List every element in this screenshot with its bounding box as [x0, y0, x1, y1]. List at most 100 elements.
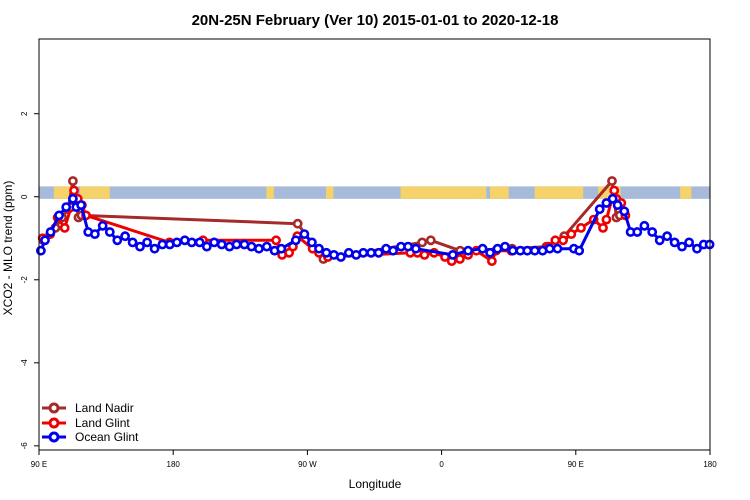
land-band-segment: [478, 186, 487, 199]
series-layer: [36, 176, 715, 266]
data-point-ocean-glint: [253, 243, 264, 254]
legend-marker-ocean-glint: [48, 431, 60, 443]
data-point-ocean-glint: [684, 237, 694, 248]
data-point-ocean-glint: [403, 241, 413, 252]
legend-label-ocean-glint: Ocean Glint: [75, 430, 139, 444]
data-point-ocean-glint: [544, 243, 555, 254]
data-point-land-nadir: [607, 176, 617, 186]
legend-item-ocean-glint: Ocean Glint: [42, 430, 139, 444]
legend: Land Nadir Land Glint Ocean Glint: [42, 401, 139, 444]
data-point-ocean-glint: [410, 243, 421, 254]
land-band-segment: [326, 186, 334, 199]
data-point-ocean-glint: [321, 247, 332, 258]
data-point-ocean-glint: [447, 249, 458, 260]
data-point-ocean-glint: [358, 247, 369, 258]
land-band-segment: [534, 186, 584, 199]
y-tick-label: 0: [20, 194, 29, 199]
data-point-land-nadir: [417, 237, 428, 248]
plot-frame: [38, 38, 711, 451]
data-point-ocean-glint: [120, 231, 130, 242]
data-point-ocean-glint: [522, 245, 533, 256]
data-point-land-glint: [598, 222, 608, 233]
y-tick-label: -2: [20, 276, 29, 284]
data-point-ocean-glint: [216, 239, 227, 250]
y-tick-label: -4: [20, 359, 29, 367]
x-tick-label: 180: [167, 460, 181, 469]
data-point-ocean-glint: [692, 243, 702, 254]
y-axis-label: XCO2 - MLO trend (ppm): [1, 181, 15, 316]
data-point-ocean-glint: [306, 237, 317, 248]
legend-label-land-glint: Land Glint: [75, 416, 130, 430]
data-point-ocean-glint: [54, 210, 64, 221]
data-point-ocean-glint: [477, 243, 488, 254]
data-point-ocean-glint: [201, 241, 212, 252]
land-band-segment: [80, 186, 110, 199]
data-point-ocean-glint: [186, 237, 197, 248]
data-point-ocean-glint: [68, 193, 78, 204]
data-point-land-glint: [271, 235, 281, 246]
data-point-ocean-glint: [127, 237, 138, 248]
data-point-ocean-glint: [485, 247, 495, 258]
data-point-ocean-glint: [231, 239, 242, 250]
legend-marker-land-nadir: [48, 402, 60, 414]
legend-label-land-nadir: Land Nadir: [75, 401, 134, 415]
data-point-ocean-glint: [112, 235, 123, 246]
data-point-land-glint: [69, 185, 79, 196]
data-point-ocean-glint: [654, 235, 665, 246]
series-ocean-glint: [36, 193, 715, 262]
legend-marker-land-glint: [48, 417, 60, 429]
data-point-ocean-glint: [632, 227, 643, 237]
data-point-ocean-glint: [607, 193, 618, 204]
data-point-ocean-glint: [492, 243, 503, 254]
data-point-ocean-glint: [276, 243, 287, 254]
x-tick-label: 0: [439, 460, 444, 469]
data-point-ocean-glint: [209, 237, 220, 248]
data-point-ocean-glint: [135, 241, 145, 252]
data-point-ocean-glint: [90, 229, 100, 239]
data-point-land-glint: [419, 249, 430, 260]
data-point-ocean-glint: [662, 231, 672, 242]
data-point-ocean-glint: [373, 247, 384, 258]
land-band-segment: [266, 186, 274, 199]
data-point-ocean-glint: [388, 245, 398, 256]
land-band-segment: [53, 186, 73, 199]
data-point-ocean-glint: [290, 235, 301, 246]
land-band-segment: [400, 186, 479, 199]
data-point-ocean-glint: [171, 237, 182, 248]
x-axis-label: Longitude: [349, 477, 402, 491]
data-point-ocean-glint: [594, 204, 605, 215]
y-tick-label: 2: [20, 111, 29, 116]
data-point-ocean-glint: [76, 200, 86, 210]
x-tick-label: 90 E: [568, 460, 584, 469]
data-point-ocean-glint: [619, 206, 630, 217]
data-point-ocean-glint: [97, 220, 108, 231]
data-point-ocean-glint: [142, 237, 152, 248]
axis-ticks: 90 E 180 90 W 0 90 E 180 2 0 -2 -4 -6: [20, 111, 717, 469]
data-point-ocean-glint: [507, 245, 518, 256]
chart-title: 20N-25N February (Ver 10) 2015-01-01 to …: [192, 12, 559, 29]
data-point-ocean-glint: [647, 227, 658, 237]
data-point-ocean-glint: [463, 245, 473, 256]
data-point-ocean-glint: [500, 241, 510, 252]
data-point-ocean-glint: [366, 247, 376, 258]
data-point-ocean-glint: [299, 229, 310, 239]
land-band-segment: [680, 186, 692, 199]
data-point-land-glint: [609, 185, 620, 196]
data-point-land-glint: [486, 256, 497, 266]
y-tick-label: -6: [20, 442, 29, 450]
data-point-ocean-glint: [61, 202, 72, 212]
x-tick-label: 90 E: [31, 460, 47, 469]
data-point-ocean-glint: [601, 198, 612, 208]
data-point-ocean-glint: [261, 241, 272, 252]
data-point-ocean-glint: [45, 227, 56, 237]
legend-item-land-glint: Land Glint: [42, 416, 130, 430]
data-point-land-glint: [558, 235, 568, 246]
data-point-ocean-glint: [612, 200, 623, 210]
data-point-ocean-glint: [335, 252, 346, 262]
data-point-ocean-glint: [529, 245, 540, 256]
data-point-land-glint: [566, 229, 577, 239]
data-point-ocean-glint: [149, 243, 160, 254]
data-point-land-glint: [454, 254, 465, 264]
data-point-land-glint: [550, 235, 561, 246]
